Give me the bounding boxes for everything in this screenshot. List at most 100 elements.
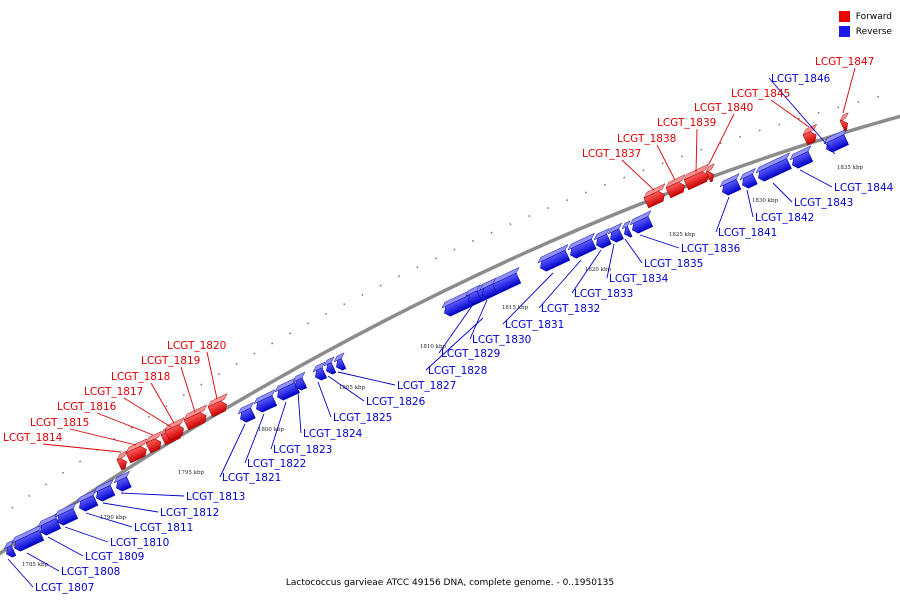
gene-block-lcgt_1824 — [292, 371, 308, 391]
gene-block-lcgt_1812 — [93, 479, 116, 502]
gene-block-lcgt_1830 — [479, 277, 498, 299]
leader-lcgt_1841 — [715, 196, 730, 233]
scale-tick-1835: 1835 kbp — [837, 165, 864, 171]
leader-lcgt_1845 — [770, 99, 810, 128]
leader-lcgt_1827 — [337, 371, 396, 386]
gene-block-lcgt_1831 — [537, 244, 571, 272]
genome-backbone — [0, 114, 900, 556]
gene-block-lcgt_1835 — [621, 220, 633, 238]
gene-label-lcgt_1827: LCGT_1827 — [397, 380, 456, 392]
scale-tick-1830: 1830 kbp — [752, 198, 779, 204]
gene-block-lcgt_1844 — [789, 145, 814, 169]
leader-lcgt_1828 — [425, 317, 484, 371]
gene-block-lcgt_1818 — [164, 417, 185, 442]
gene-label-lcgt_1834: LCGT_1834 — [609, 273, 669, 285]
gene-block-lcgt_1822 — [253, 389, 278, 413]
gene-label-lcgt_1833: LCGT_1833 — [574, 288, 633, 300]
gene-block-lcgt_1808 — [11, 524, 45, 552]
leader-lcgt_1836 — [639, 234, 680, 249]
gene-label-lcgt_1810: LCGT_1810 — [110, 537, 169, 549]
scale-tick-1810: 1810 kbp — [420, 344, 447, 350]
leader-lcgt_1840 — [708, 113, 735, 165]
scale-tick-1820: 1820 kbp — [585, 267, 612, 273]
gene-block-lcgt_1816 — [145, 430, 162, 454]
leader-lcgt_1844 — [799, 169, 833, 188]
leader-lcgt_1837 — [621, 159, 655, 191]
leader-lcgt_1830 — [469, 299, 488, 340]
legend-reverse: Reverse — [838, 24, 892, 39]
gene-label-lcgt_1838: LCGT_1838 — [617, 133, 676, 145]
gene-label-lcgt_1809: LCGT_1809 — [85, 551, 144, 563]
gene-label-lcgt_1847: LCGT_1847 — [815, 56, 874, 68]
leader-lcgt_1843 — [772, 182, 793, 203]
gene-label-lcgt_1821: LCGT_1821 — [222, 472, 281, 484]
gene-label-lcgt_1845: LCGT_1845 — [731, 88, 790, 100]
leader-lcgt_1816 — [96, 412, 154, 436]
gene-label-lcgt_1826: LCGT_1826 — [366, 396, 426, 408]
gene-block-lcgt_1836 — [629, 210, 654, 234]
leader-lcgt_1818 — [150, 382, 175, 424]
gene-label-lcgt_1807: LCGT_1807 — [35, 582, 94, 594]
gene-block-lcgt_1821 — [237, 401, 256, 423]
gene-block-lcgt_1839 — [683, 163, 709, 191]
leader-lcgt_1811 — [85, 512, 133, 528]
gene-label-lcgt_1841: LCGT_1841 — [718, 227, 777, 239]
gene-label-lcgt_1811: LCGT_1811 — [134, 522, 193, 534]
gene-block-lcgt_1810 — [54, 502, 79, 526]
gene-label-lcgt_1846: LCGT_1846 — [771, 73, 831, 85]
scale-tick-1825: 1825 kbp — [669, 232, 696, 238]
leader-lcgt_1825 — [317, 381, 332, 418]
gene-label-lcgt_1837: LCGT_1837 — [582, 148, 641, 160]
leader-lcgt_1810 — [64, 526, 109, 543]
gene-label-lcgt_1815: LCGT_1815 — [30, 417, 89, 429]
gene-label-lcgt_1829: LCGT_1829 — [441, 348, 500, 360]
gene-label-lcgt_1822: LCGT_1822 — [247, 458, 306, 470]
scale-tick-1790: 1790 kbp — [100, 515, 127, 521]
scale-tick-1800: 1800 kbp — [258, 427, 285, 433]
gene-labels-layer: LCGT_1807 LCGT_1808 LCGT_1809 LCGT_1810 LCGT… — [3, 56, 894, 594]
leader-lcgt_1847 — [842, 67, 856, 114]
map-caption: Lactococcus garvieae ATCC 49156 DNA, com… — [285, 578, 615, 588]
leader-lcgt_1838 — [656, 144, 676, 181]
gene-label-lcgt_1844: LCGT_1844 — [834, 182, 894, 194]
gene-block-lcgt_1840 — [705, 163, 715, 183]
reverse-swatch — [838, 26, 850, 37]
leader-lcgt_1831 — [502, 272, 554, 325]
gene-label-lcgt_1818: LCGT_1818 — [111, 371, 170, 383]
leader-lcgt_1822 — [244, 413, 265, 464]
gene-block-lcgt_1829 — [465, 284, 482, 305]
gene-label-lcgt_1828: LCGT_1828 — [428, 365, 487, 377]
gene-block-lcgt_1820 — [207, 393, 228, 418]
gene-block-lcgt_1814 — [116, 450, 128, 471]
leader-lcgt_1808 — [26, 552, 60, 572]
leader-lcgt_1832 — [538, 259, 582, 309]
gene-block-lcgt_1813 — [113, 470, 132, 492]
genes-layer — [3, 112, 849, 558]
gene-block-lcgt_1847 — [839, 112, 849, 132]
gene-block-lcgt_1838 — [665, 174, 686, 199]
gene-block-lcgt_1819 — [183, 404, 208, 431]
gene-block-lcgt_1825 — [312, 361, 328, 381]
gene-block-lcgt_1841 — [719, 173, 742, 196]
scale-tick-1815: 1815 kbp — [502, 305, 529, 311]
legend-reverse-label: Reverse — [855, 26, 892, 37]
gene-block-lcgt_1845 — [802, 123, 818, 146]
leader-lcgt_1819 — [180, 366, 196, 413]
gene-block-lcgt_1837 — [643, 183, 666, 209]
scale-tick-1805: 1805 kbp — [339, 385, 366, 391]
gene-label-lcgt_1813: LCGT_1813 — [186, 491, 245, 503]
leader-lcgt_1829 — [438, 305, 473, 354]
leader-lcgt_1834 — [606, 243, 615, 279]
leader-lcgt_1813 — [120, 492, 185, 497]
gene-label-lcgt_1839: LCGT_1839 — [657, 117, 716, 129]
gene-label-lcgt_1842: LCGT_1842 — [755, 212, 814, 224]
leader-lcgt_1839 — [695, 128, 698, 173]
gene-block-lcgt_1843 — [755, 152, 792, 182]
gene-label-lcgt_1843: LCGT_1843 — [794, 197, 853, 209]
leader-lcgt_1807 — [7, 558, 34, 588]
leader-lcgt_1809 — [47, 536, 84, 557]
leader-lcgt_1815 — [69, 428, 137, 446]
gene-block-lcgt_1827 — [333, 352, 347, 371]
leader-lcgt_1842 — [746, 189, 754, 218]
